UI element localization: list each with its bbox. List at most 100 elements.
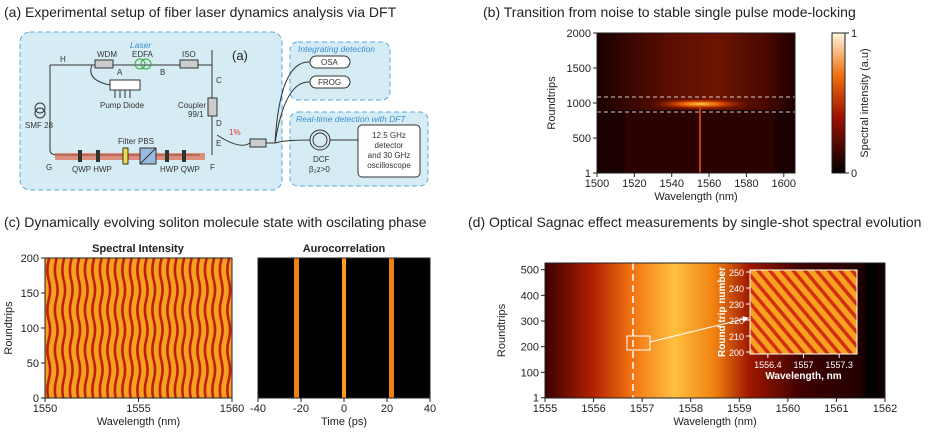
- x-tick-label: 1562: [873, 403, 897, 415]
- x-tick-label: 1555: [533, 403, 557, 415]
- label: QWP HWP: [72, 165, 112, 174]
- label: β₂z>0: [309, 165, 330, 174]
- y-tick-label: 0: [851, 168, 857, 180]
- x-axis-label: Wavelength (nm): [673, 416, 756, 428]
- x-tick-label: 1600: [772, 178, 796, 190]
- subplot-title: Spectral Intensity: [92, 243, 185, 255]
- label: oscilloscope: [367, 161, 411, 170]
- y-axis-label: Round trip number: [717, 267, 728, 357]
- heatmap: [258, 258, 430, 398]
- y-tick-label: 50: [27, 358, 39, 370]
- y-tick-label: 500: [521, 265, 539, 277]
- panel-title: (a) Experimental setup of fiber laser dy…: [4, 4, 397, 20]
- label: detector: [375, 141, 404, 150]
- x-axis-label: Wavelength (nm): [654, 191, 737, 203]
- y-tick-label: 250: [729, 268, 744, 278]
- x-tick-label: 1556.4: [754, 360, 782, 370]
- label: FROG: [318, 78, 341, 87]
- plot-frame: [544, 262, 886, 399]
- label: and 30 GHz: [368, 151, 411, 160]
- label: Pump Diode: [100, 101, 145, 110]
- y-tick-label: 200: [521, 342, 539, 354]
- label: Filter PBS: [118, 137, 154, 146]
- x-tick-label: 40: [424, 403, 436, 415]
- y-tick-label: 0: [33, 393, 39, 405]
- label: 12.5 GHz: [372, 131, 406, 140]
- panel-title: (b) Transition from noise to stable sing…: [483, 4, 856, 20]
- label: A: [117, 68, 123, 77]
- setup-diagram: Laser EDFA WDM ISO (a) A B C D E F G H P…: [19, 31, 429, 191]
- heatmap: [545, 263, 885, 398]
- y-tick-label: 400: [521, 290, 539, 302]
- colorbar-label: Spectral intensity (a.u): [859, 48, 871, 157]
- y-tick-label: 100: [21, 323, 39, 335]
- y-tick-label: 1: [851, 28, 857, 40]
- label: C: [216, 76, 222, 85]
- x-tick-label: 1540: [659, 178, 683, 190]
- label: D: [216, 119, 222, 128]
- x-tick-label: 1555: [126, 403, 150, 415]
- x-tick-label: 1560: [776, 403, 800, 415]
- label: Real-time detection with DFT: [296, 114, 406, 124]
- y-tick-label: 240: [729, 284, 744, 294]
- x-tick-label: 1558: [678, 403, 702, 415]
- label: B: [160, 68, 165, 77]
- y-tick-label: 1: [533, 393, 539, 405]
- label: G: [46, 163, 52, 172]
- label: ISO: [182, 50, 196, 59]
- x-tick-label: 1557: [630, 403, 654, 415]
- x-tick-label: 1550: [33, 403, 57, 415]
- label: F: [210, 163, 215, 172]
- label: Coupler: [178, 101, 206, 110]
- y-tick-label: 220: [729, 316, 744, 326]
- y-tick-label: 210: [729, 332, 744, 342]
- x-tick-label: 1560: [697, 178, 721, 190]
- x-tick-label: -20: [293, 403, 309, 415]
- label: HWP QWP: [160, 165, 200, 174]
- y-tick-label: 300: [521, 316, 539, 328]
- subplot-title: Aurocorrelation: [303, 243, 386, 255]
- y-tick-label: 1000: [567, 98, 591, 110]
- label: EDFA: [132, 50, 154, 59]
- y-axis-label: Roundtrips: [496, 303, 508, 357]
- label: 99/1: [188, 110, 204, 119]
- y-axis-label: Roundtrips: [546, 76, 558, 130]
- x-tick-label: 1561: [824, 403, 848, 415]
- x-tick-label: 0: [341, 403, 347, 415]
- label: E: [216, 139, 221, 148]
- label: 1%: [229, 128, 241, 137]
- y-tick-label: 1500: [567, 63, 591, 75]
- panel-title: (d) Optical Sagnac effect measurements b…: [468, 214, 921, 230]
- x-tick-label: 1500: [585, 178, 609, 190]
- label: OSA: [321, 58, 339, 67]
- plot-frame: [831, 32, 846, 174]
- panel-title: (c) Dynamically evolving soliton molecul…: [4, 214, 427, 230]
- y-tick-label: 500: [573, 133, 591, 145]
- y-tick-label: 230: [729, 300, 744, 310]
- x-tick-label: 1559: [727, 403, 751, 415]
- y-tick-label: 200: [729, 348, 744, 358]
- x-tick-label: 1557.3: [825, 360, 853, 370]
- y-tick-label: 200: [21, 253, 39, 265]
- label: Integrating detection: [298, 44, 375, 54]
- label: Laser: [130, 40, 152, 50]
- label: (a): [232, 48, 248, 63]
- colorbar: [831, 32, 846, 174]
- x-tick-label: 1557: [793, 360, 813, 370]
- y-tick-label: 1: [585, 168, 591, 180]
- label: WDM: [97, 50, 117, 59]
- heatmap: [597, 33, 795, 173]
- x-axis-label: Time (ps): [321, 416, 367, 428]
- x-tick-label: -40: [250, 403, 266, 415]
- label: DCF: [313, 155, 330, 164]
- y-tick-label: 150: [21, 288, 39, 300]
- x-axis-label: Wavelength, nm: [765, 371, 841, 382]
- x-tick-label: 1580: [734, 178, 758, 190]
- x-axis-label: Wavelength (nm): [97, 416, 180, 428]
- label: H: [60, 55, 66, 64]
- x-tick-label: 1560: [220, 403, 244, 415]
- label: SMF 28: [25, 121, 54, 130]
- x-tick-label: 1556: [581, 403, 605, 415]
- x-tick-label: 20: [381, 403, 393, 415]
